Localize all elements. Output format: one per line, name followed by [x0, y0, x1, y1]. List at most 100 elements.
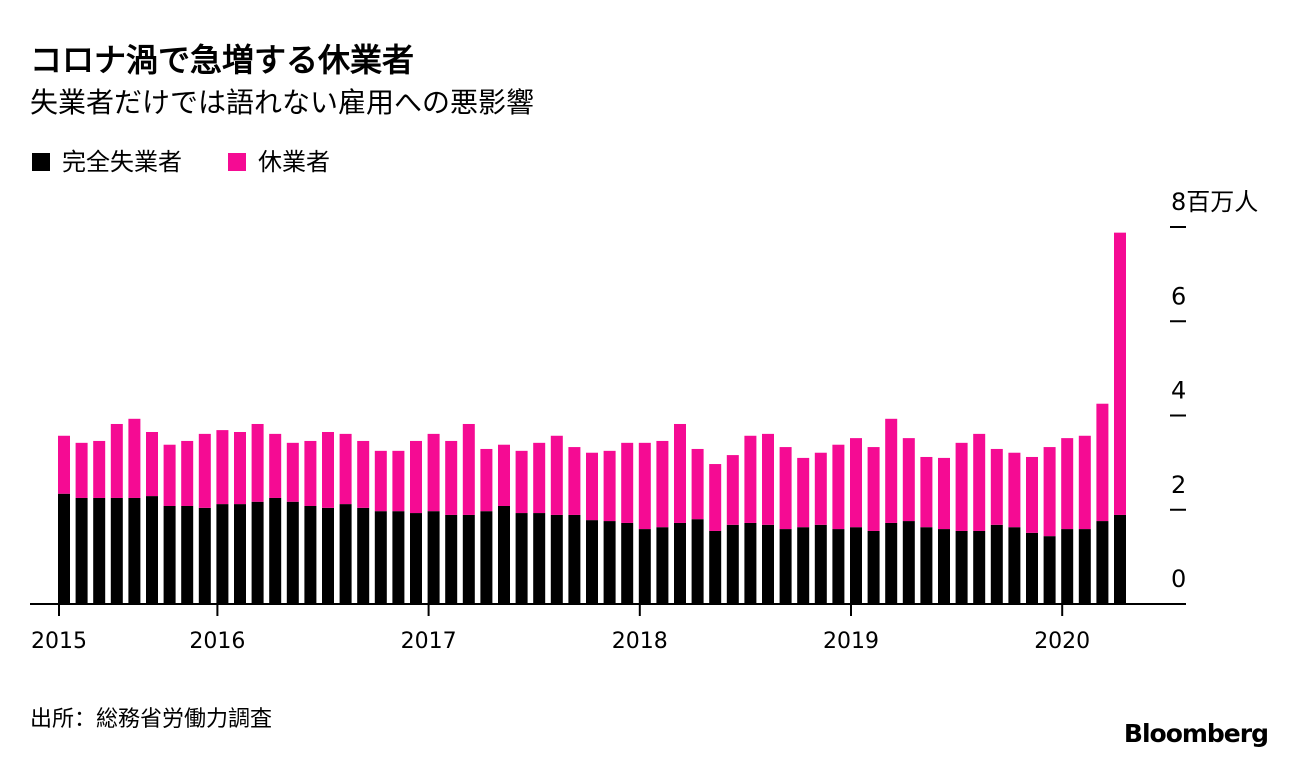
bar-segment — [762, 433, 774, 525]
bar-segment — [656, 440, 669, 528]
bar-segment — [990, 448, 1003, 525]
bar-segment — [198, 507, 211, 604]
bar-segment — [779, 447, 792, 530]
bar-segment — [427, 511, 440, 604]
bar-segment — [1043, 447, 1056, 537]
legend-swatch — [228, 153, 246, 171]
brand-logo: Bloomberg — [1124, 719, 1268, 748]
bar-segment — [1078, 529, 1091, 604]
bar-segment — [304, 440, 317, 506]
bar-segment — [603, 521, 616, 604]
bar-segment — [339, 504, 352, 604]
bar-segment — [462, 423, 475, 515]
bar-segment — [850, 527, 862, 604]
bar-segment — [797, 527, 810, 604]
bar-segment — [216, 430, 229, 505]
bar-segment — [374, 511, 387, 604]
bar-segment — [75, 497, 88, 604]
bar-segment — [691, 519, 704, 604]
bar-segment — [885, 418, 898, 523]
bar-segment — [814, 524, 827, 604]
bar-segment — [902, 438, 915, 522]
bar-segment — [251, 501, 264, 604]
legend-label: 完全失業者 — [62, 148, 182, 176]
bar-segment — [410, 440, 422, 514]
y-tick-label: 2 — [1171, 471, 1186, 499]
bar-segment — [1096, 521, 1109, 604]
bar-segment — [832, 444, 845, 530]
y-tick-label: 8百万人 — [1171, 188, 1258, 216]
bar-segment — [955, 530, 968, 604]
bar-segment — [955, 442, 968, 531]
bar-segment — [498, 444, 510, 506]
x-tick-label: 2018 — [612, 629, 668, 654]
bar-segment — [357, 507, 370, 604]
bar-segment — [1114, 514, 1126, 604]
bar-segment — [973, 530, 986, 604]
bar-segment — [568, 514, 581, 604]
bar-segment — [269, 497, 282, 604]
bar-segment — [304, 505, 317, 604]
x-tick-label: 2017 — [401, 629, 457, 654]
bar-segment — [550, 514, 563, 604]
bar-segment — [797, 457, 810, 528]
bar-segment — [920, 527, 933, 604]
bar-segment — [885, 522, 898, 604]
bar-segment — [498, 505, 510, 604]
bar-segment — [181, 440, 194, 506]
bar-segment — [75, 442, 88, 498]
bar-segment — [163, 505, 176, 604]
bar-segment — [1096, 403, 1109, 522]
bar-segment — [762, 524, 774, 604]
bar-segment — [286, 442, 299, 502]
bar-segment — [216, 504, 229, 604]
bar-segment — [586, 520, 598, 604]
bar-segment — [1008, 452, 1021, 528]
bar-segment — [58, 435, 70, 494]
bar-segment — [163, 444, 176, 506]
bar-segment — [515, 450, 528, 514]
bar-segment — [814, 452, 827, 525]
source-note: 出所：総務省労働力調査 — [30, 707, 272, 732]
x-tick-label: 2015 — [31, 629, 87, 654]
bar-segment — [1061, 438, 1074, 530]
bar-segment — [480, 511, 493, 604]
y-tick-label: 6 — [1171, 282, 1186, 310]
bar-segment — [128, 497, 141, 604]
bar-segment — [709, 464, 722, 531]
bar-segment — [146, 431, 158, 497]
bar-segment — [1114, 232, 1126, 515]
bar-segment — [990, 524, 1003, 604]
bar-segment — [550, 435, 563, 515]
bar-segment — [1061, 529, 1074, 604]
bar-segment — [674, 423, 686, 523]
bar-segment — [850, 438, 862, 528]
bar-segment — [726, 455, 739, 525]
bar-segment — [621, 522, 634, 604]
bar-segment — [709, 530, 722, 604]
bar-segment — [93, 497, 106, 604]
bar-segment — [920, 456, 933, 528]
bar-segment — [638, 442, 651, 530]
bar-segment — [867, 447, 880, 531]
bar-segment — [462, 514, 475, 604]
bar-segment — [392, 450, 405, 512]
bar-segment — [638, 529, 651, 604]
bar-segment — [533, 513, 546, 604]
bar-segment — [445, 440, 458, 515]
bar-segment — [269, 433, 282, 498]
bar-segment — [656, 527, 669, 604]
bar-segment — [1026, 532, 1038, 604]
bar-segment — [146, 496, 158, 604]
bar-segment — [744, 435, 757, 523]
bar-segment — [128, 418, 141, 498]
bar-segment — [322, 507, 334, 604]
bar-segment — [445, 514, 458, 604]
bar-segment — [357, 440, 370, 508]
bar-segment — [832, 529, 845, 604]
chart-subtitle: 失業者だけでは語れない雇用への悪影響 — [30, 86, 534, 119]
bar-segment — [198, 433, 211, 508]
chart-title: コロナ渦で急増する休業者 — [30, 41, 414, 79]
bar-segment — [427, 433, 440, 512]
